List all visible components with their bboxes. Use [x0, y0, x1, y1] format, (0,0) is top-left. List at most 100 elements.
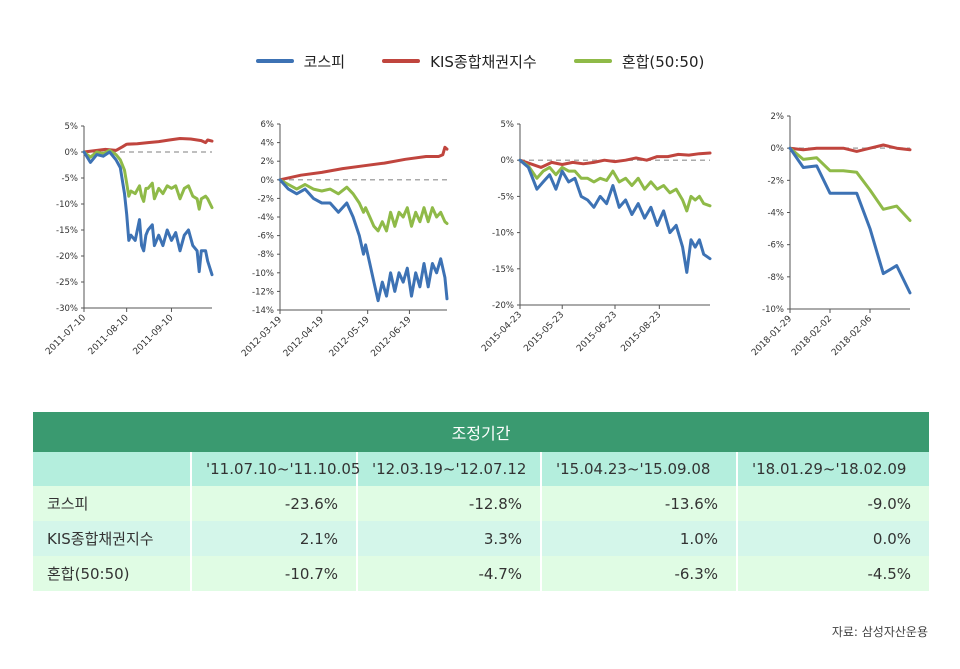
table-cell: 2.1%: [190, 521, 357, 556]
y-tick-label: -25%: [56, 278, 78, 288]
y-tick-label: -10%: [762, 305, 784, 315]
x-tick-label: 2018-01-29: [750, 314, 794, 358]
y-tick-label: -10%: [56, 200, 78, 210]
x-tick-label: 2012-06-19: [369, 315, 413, 359]
table-cell: -9.0%: [735, 486, 930, 521]
series-line-3: [82, 148, 214, 211]
series-line-3: [788, 146, 912, 222]
chart-legend: 코스피 KIS종합채권지수 혼합(50:50): [0, 48, 960, 72]
table-row-bond-index: KIS종합채권지수 2.1% 3.3% 1.0% 0.0%: [33, 521, 930, 556]
legend-label-mixed: 혼합(50:50): [621, 52, 705, 71]
y-tick-label: 2%: [771, 112, 785, 122]
table-cell: -4.5%: [735, 556, 930, 591]
y-tick-label: -5%: [61, 174, 78, 184]
y-tick-label: -6%: [767, 241, 784, 251]
y-tick-label: -12%: [252, 287, 274, 297]
series-line-2: [788, 143, 912, 153]
legend-item-mixed: 혼합(50:50): [573, 51, 705, 72]
y-tick-label: -4%: [767, 209, 784, 219]
table-cell: -23.6%: [190, 486, 357, 521]
series-line-1: [278, 178, 449, 303]
y-tick-label: -5%: [497, 192, 514, 202]
y-tick-label: -15%: [56, 226, 78, 236]
y-tick-label: 4%: [261, 139, 275, 149]
y-tick-label: 0%: [261, 176, 275, 186]
table-cell: 0.0%: [735, 521, 930, 556]
y-tick-label: -20%: [56, 252, 78, 262]
series-line-2: [518, 151, 712, 169]
y-tick-label: -14%: [252, 306, 274, 316]
table-cell: 3.3%: [356, 521, 541, 556]
y-tick-label: -15%: [492, 265, 514, 275]
x-tick-label: 2012-05-19: [328, 315, 372, 359]
chart-panel-4: 2% 0% -2% -4% -6% -8% -10%2018-01-292018-02-02…: [750, 112, 912, 358]
y-tick-label: -2%: [257, 194, 274, 204]
series-line-1: [788, 146, 912, 295]
x-tick-label: 2011-07-10: [44, 313, 88, 357]
legend-label-kospi: 코스피: [303, 52, 346, 71]
y-tick-label: 0%: [771, 144, 785, 154]
source-note: 자료: 삼성자산운용: [831, 625, 928, 639]
period-header-4: '18.01.29~'18.02.09: [735, 452, 930, 486]
y-tick-label: -8%: [257, 250, 274, 260]
y-tick-label: 5%: [501, 120, 515, 130]
x-tick-label: 2015-06-23: [575, 310, 619, 354]
table-title: 조정기간: [33, 412, 930, 452]
legend-swatch-bond-index: [382, 59, 421, 63]
x-tick-label: 2015-08-23: [619, 310, 663, 354]
legend-swatch-mixed: [573, 59, 612, 63]
x-tick-label: 2011-08-10: [87, 313, 131, 357]
period-header-2: '12.03.19~'12.07.12: [356, 452, 541, 486]
series-line-2: [82, 137, 214, 154]
x-tick-label: 2018-02-06: [830, 314, 874, 358]
legend-label-bond-index: KIS종합채권지수: [430, 52, 537, 71]
y-tick-label: 0%: [65, 148, 79, 158]
y-tick-label: -2%: [767, 176, 784, 186]
table-cell: -13.6%: [540, 486, 737, 521]
period-header-3: '15.04.23~'15.09.08: [540, 452, 737, 486]
series-line-2: [278, 145, 449, 182]
row-label-bond-index: KIS종합채권지수: [33, 521, 191, 556]
table-cell: -4.7%: [356, 556, 541, 591]
table-row-mixed: 혼합(50:50) -10.7% -4.7% -6.3% -4.5%: [33, 556, 930, 591]
y-tick-label: 6%: [261, 120, 275, 130]
table-corner-cell: [33, 452, 191, 486]
table-row-kospi: 코스피 -23.6% -12.8% -13.6% -9.0%: [33, 486, 930, 521]
series-line-3: [518, 158, 712, 213]
charts-area: 5%0%-5%-10%-15%-20%-25%-30%2011-07-10201…: [44, 112, 912, 359]
row-label-mixed: 혼합(50:50): [33, 556, 191, 591]
table-cell: -10.7%: [190, 556, 357, 591]
series-line-3: [278, 178, 449, 233]
y-tick-label: 0%: [501, 156, 515, 166]
x-tick-label: 2012-03-19: [240, 315, 284, 359]
table-cell: 1.0%: [540, 521, 737, 556]
summary-table: 조정기간 '11.07.10~'11.10.05 '12.03.19~'12.0…: [33, 412, 930, 591]
table-cell: -6.3%: [540, 556, 737, 591]
y-tick-label: -10%: [252, 269, 274, 279]
chart-panel-2: 6% 4% 2% 0% -2% -4% -6% -8% -10% -12% -14%2012-03-…: [240, 120, 449, 359]
legend-item-kospi: 코스피: [255, 51, 346, 72]
x-tick-label: 2018-02-02: [790, 314, 834, 358]
x-tick-label: 2012-04-19: [282, 315, 326, 359]
y-tick-label: -20%: [492, 301, 514, 311]
y-tick-label: 5%: [65, 122, 79, 132]
row-label-kospi: 코스피: [33, 486, 191, 521]
y-tick-label: -30%: [56, 304, 78, 314]
x-tick-label: 2015-04-23: [480, 310, 524, 354]
series-line-1: [518, 158, 712, 274]
legend-swatch-kospi: [255, 59, 294, 63]
y-tick-label: -6%: [257, 232, 274, 242]
table-cell: -12.8%: [356, 486, 541, 521]
y-tick-label: -8%: [767, 273, 784, 283]
table-period-row: '11.07.10~'11.10.05 '12.03.19~'12.07.12 …: [33, 452, 930, 486]
series-line-1: [82, 150, 214, 277]
x-tick-label: 2011-09-10: [132, 313, 176, 357]
legend-item-bond-index: KIS종합채권지수: [382, 51, 537, 72]
y-tick-label: 2%: [261, 157, 275, 167]
summary-table-wrap: 조정기간 '11.07.10~'11.10.05 '12.03.19~'12.0…: [33, 412, 930, 591]
y-tick-label: -10%: [492, 229, 514, 239]
chart-panel-1: 5%0%-5%-10%-15%-20%-25%-30%2011-07-10201…: [44, 122, 214, 357]
period-header-1: '11.07.10~'11.10.05: [190, 452, 360, 486]
x-tick-label: 2015-05-23: [522, 310, 566, 354]
